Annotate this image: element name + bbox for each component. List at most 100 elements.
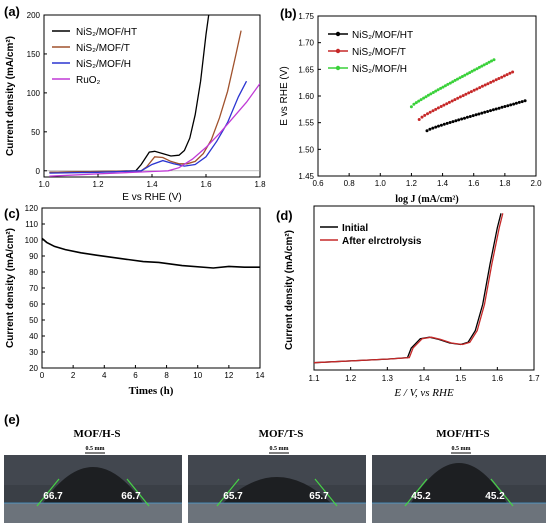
y-tick-label-b: 1.70 [298,39,314,48]
data-point-b-2 [446,82,450,86]
data-point-b-1 [426,112,429,116]
data-point-b-1 [505,73,509,77]
x-tick-label-b: 1.0 [375,179,387,188]
photo-title: MOF/H-S [73,428,120,440]
legend-marker-b [335,65,341,71]
series-line-d-1 [314,213,504,364]
x-tick-label-d: 1.5 [455,374,467,383]
legend-label-a: RuO₂ [76,75,101,86]
data-point-b-0 [497,106,501,110]
data-point-b-2 [443,84,447,88]
data-point-b-0 [514,101,518,105]
droplet [43,467,143,503]
data-point-b-2 [412,102,416,106]
y-tick-label-a: 200 [27,11,41,20]
data-point-b-2 [456,77,459,81]
data-point-b-2 [448,81,452,85]
data-point-b-2 [451,80,455,84]
data-point-b-0 [506,104,510,108]
x-tick-label-c: 4 [102,371,107,380]
data-point-b-2 [434,89,438,93]
plot-frame-c [41,207,261,369]
data-point-b-1 [486,82,490,86]
contact-angle-right: 65.7 [309,491,329,502]
y-tick-label-b: 1.45 [298,172,314,181]
data-point-b-1 [417,118,421,121]
x-tick-label-b: 1.2 [406,179,418,188]
y-tick-label-c: 60 [29,300,38,309]
y-tick-label-c: 70 [29,284,38,293]
droplet [223,477,331,503]
data-point-b-1 [511,70,515,74]
data-point-b-0 [512,102,516,106]
y-tick-label-c: 50 [29,316,38,325]
y-tick-label-b: 1.60 [298,92,314,101]
data-point-b-0 [454,119,458,123]
data-point-b-2 [492,58,496,62]
panel-label-e: (e) [4,412,20,427]
data-point-b-0 [468,115,472,118]
substrate [188,503,366,523]
data-point-b-2 [419,98,423,102]
data-point-b-0 [437,124,440,128]
data-point-b-2 [441,85,445,89]
legend-label-a: NiS₂/MOF/T [76,43,130,54]
data-point-b-0 [500,105,504,109]
data-point-b-1 [439,105,443,108]
data-point-b-2 [458,76,462,80]
y-axis-label-d: Current density (mA/cm²) [284,230,295,350]
tangent-line-right [490,478,514,507]
data-point-b-1 [464,92,468,96]
data-point-b-1 [508,71,512,75]
data-point-b-2 [429,92,433,96]
x-tick-label-d: 1.6 [492,374,504,383]
tangent-line-right [314,478,338,507]
substrate [372,503,546,523]
data-point-b-2 [485,62,489,66]
y-tick-label-c: 40 [29,332,38,341]
data-point-b-2 [426,93,430,97]
y-tick-label-b: 1.50 [298,145,314,154]
data-point-b-2 [409,105,413,109]
data-point-b-2 [482,63,486,67]
data-point-b-0 [483,110,487,114]
data-point-b-1 [489,80,493,84]
chart-panel-c: 0 2 4 6 8 10 12 14 20 30 40 50 60 70 80 90 100 110 120 Tim… [5,204,265,397]
data-point-b-1 [458,95,462,99]
chart-panel-d: 1.1 1.2 1.3 1.4 1.5 1.6 1.7 E / V, vs RHE Curr… [284,205,540,399]
contact-angle-panel: MOF/H-S 0.5 mm 66.7 66.7 MOF/T-S 0.5 mm 65.7 65… [4,428,546,523]
data-point-b-1 [442,103,446,107]
y-tick-label-c: 90 [29,252,38,261]
x-tick-label-c: 0 [40,371,45,380]
plot-frame-a [43,14,261,178]
data-point-b-2 [424,95,428,99]
data-point-b-2 [417,99,421,103]
y-tick-label-c: 30 [29,348,38,357]
legend-marker-b [335,48,341,54]
panel-label-a: (a) [4,4,20,19]
data-point-b-2 [439,86,443,90]
data-point-b-0 [503,105,507,108]
x-tick-label-d: 1.2 [345,374,357,383]
data-point-b-1 [469,90,473,94]
data-point-b-2 [453,78,457,82]
data-point-b-2 [465,72,469,76]
x-tick-label-c: 14 [256,371,265,380]
data-point-b-0 [445,121,449,125]
y-axis-label-a: Current density (mA/cm²) [5,36,16,156]
y-tick-label-c: 120 [25,204,39,213]
data-point-b-1 [494,78,498,82]
series-line-c [41,237,260,269]
data-point-b-0 [471,114,475,118]
data-point-b-0 [474,113,478,117]
x-tick-label-d: 1.7 [528,374,540,383]
data-point-b-0 [477,112,481,116]
data-point-b-2 [468,71,472,75]
x-tick-label-c: 8 [164,371,169,380]
photo-title: MOF/T-S [259,428,304,440]
data-point-b-0 [428,127,432,131]
data-point-b-0 [509,103,513,107]
y-tick-label-c: 100 [25,236,39,245]
data-point-b-1 [502,74,506,78]
